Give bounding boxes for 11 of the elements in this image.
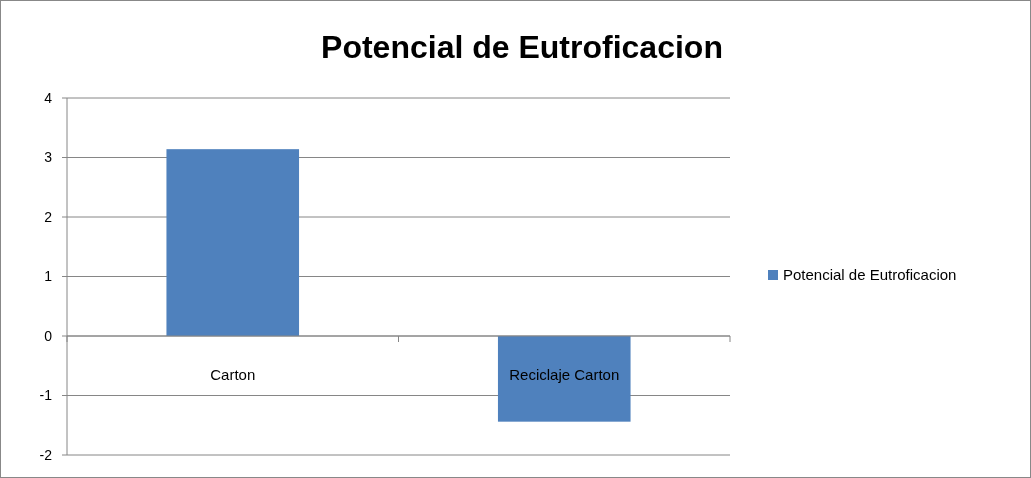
chart-title: Potencial de Eutroficacion [321,29,723,65]
x-tick-label: Carton [210,366,256,383]
y-tick-label: -1 [39,387,53,404]
legend-label: Potencial de Eutroficacion [783,266,957,284]
y-tick-label: 3 [44,149,53,166]
y-tick-label: 1 [44,268,53,285]
y-tick-label: 4 [44,89,53,106]
y-tick-label: 0 [44,327,53,344]
y-tick-label: 2 [44,208,53,225]
y-tick-label: -2 [39,446,53,463]
x-tick-label: Reciclaje Carton [509,366,620,383]
